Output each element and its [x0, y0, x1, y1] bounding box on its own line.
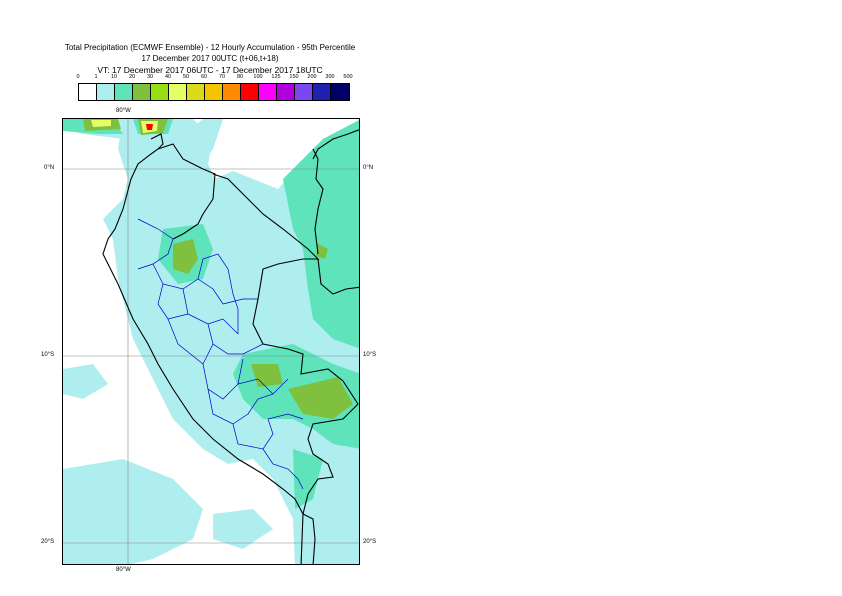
left-latitude-label: 0°N	[44, 165, 55, 171]
legend-tick-label: 200	[307, 74, 317, 80]
precip-green-area	[173, 239, 198, 274]
valid-time: VT: 17 December 2017 06UTC - 17 December…	[97, 65, 323, 75]
precip-yellow-spot	[91, 120, 111, 127]
left-latitude-label: 10°S	[41, 352, 55, 358]
precip-green-area	[288, 377, 353, 419]
precip-medium-area	[293, 449, 323, 509]
legend-swatch	[169, 84, 187, 100]
bottom-longitude-label: 80°W	[116, 567, 131, 573]
precip-green-area	[251, 364, 283, 387]
map-title: Total Precipitation (ECMWF Ensemble) - 1…	[64, 43, 356, 52]
legend-swatch	[277, 84, 295, 100]
legend-swatch	[97, 84, 115, 100]
legend-swatch	[133, 84, 151, 100]
legend-tick-label: 60	[200, 74, 208, 80]
legend-swatch	[313, 84, 331, 100]
legend-swatch	[241, 84, 259, 100]
legend-tick-label: 80	[236, 74, 244, 80]
map-canvas	[63, 119, 359, 564]
legend-tick-label: 50	[182, 74, 190, 80]
precip-light-patch	[63, 459, 203, 564]
precip-green-area	[316, 244, 328, 259]
legend-tick-label: 0	[76, 74, 80, 80]
base-time: 17 December 2017 00UTC (t+06,t+18)	[141, 54, 279, 63]
legend-swatch	[223, 84, 241, 100]
legend-tick-label: 40	[164, 74, 172, 80]
legend-swatch	[259, 84, 277, 100]
top-longitude-label: 80°W	[116, 108, 131, 114]
legend-tick-label: 30	[146, 74, 154, 80]
precipitation-map	[62, 118, 360, 565]
precip-red-spot	[146, 124, 153, 130]
legend-tick-label: 150	[289, 74, 299, 80]
legend-tick-label: 100	[253, 74, 263, 80]
legend-swatch	[295, 84, 313, 100]
right-latitude-label: 0°N	[363, 165, 374, 171]
regional-borders	[137, 218, 304, 490]
legend-swatch	[115, 84, 133, 100]
right-latitude-label: 10°S	[363, 352, 377, 358]
graticule	[63, 119, 359, 564]
legend-tick-label: 500	[343, 74, 353, 80]
legend-swatch	[331, 84, 349, 100]
legend-tick-label: 1	[94, 74, 98, 80]
country-borders	[102, 129, 359, 564]
precip-light-patch	[63, 364, 108, 399]
legend-swatch	[205, 84, 223, 100]
legend-tick-label: 300	[325, 74, 335, 80]
right-latitude-label: 20°S	[363, 539, 377, 545]
legend-swatch	[151, 84, 169, 100]
legend-swatch	[187, 84, 205, 100]
legend-bar	[78, 83, 350, 101]
precip-light-patch	[213, 509, 273, 549]
color-legend: 0 1 10 20 30 40 50 60 70 80 100 125 150 200 300 500	[76, 74, 353, 104]
legend-tick-label: 20	[128, 74, 136, 80]
legend-swatch	[79, 84, 97, 100]
legend-tick-label: 70	[218, 74, 226, 80]
legend-tick-label: 125	[271, 74, 281, 80]
left-latitude-label: 20°S	[41, 539, 55, 545]
precip-light-patch	[158, 119, 223, 189]
legend-tick-label: 10	[110, 74, 118, 80]
